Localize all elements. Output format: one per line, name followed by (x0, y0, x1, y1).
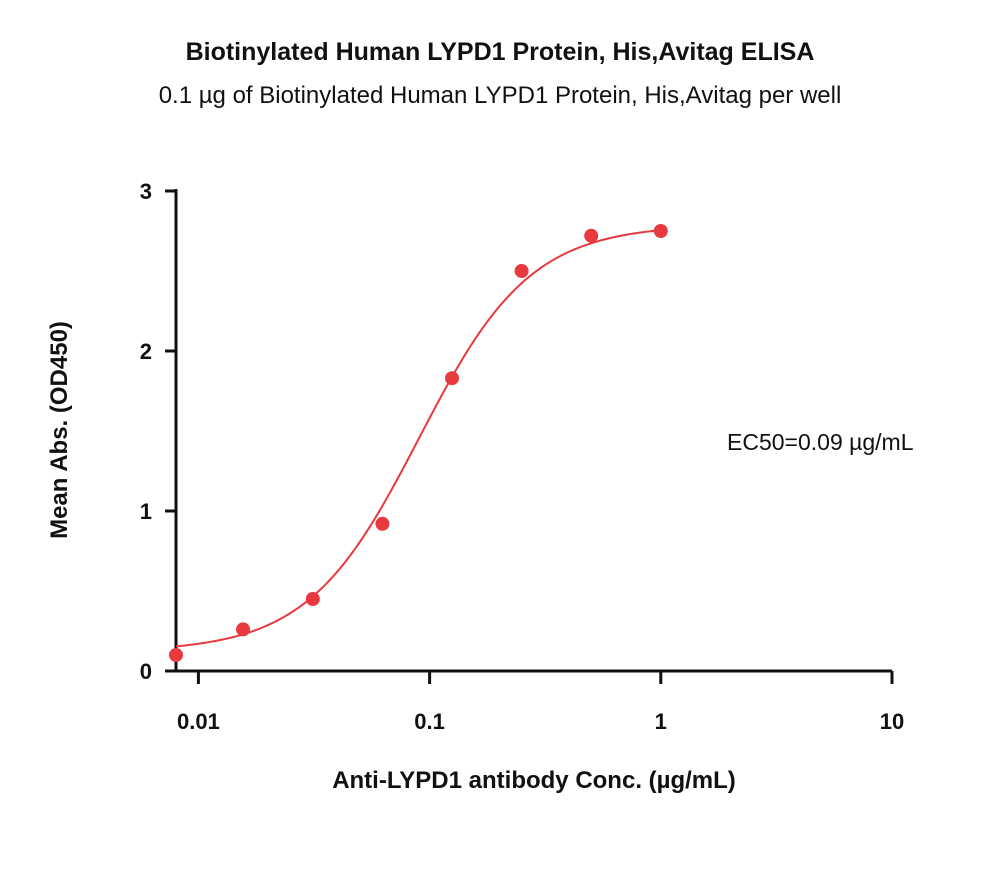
y-tick-label: 2 (140, 339, 152, 364)
axes (174, 189, 892, 673)
data-point (445, 371, 460, 386)
data-point (236, 622, 251, 637)
y-tick-label: 0 (140, 659, 152, 684)
ec50-annotation: EC50=0.09 µg/mL (727, 429, 914, 455)
data-point (375, 516, 390, 531)
data-point (584, 228, 599, 243)
x-tick-label: 0.01 (177, 709, 220, 734)
y-ticks: 0 1 2 3 (140, 179, 176, 684)
fit-curve (175, 229, 661, 648)
x-tick-label: 10 (880, 709, 904, 734)
data-point (169, 648, 183, 662)
x-ticks: 0.01 0.1 1 10 (177, 671, 904, 734)
x-axis-title: Anti-LYPD1 antibody Conc. (µg/mL) (332, 767, 736, 794)
data-point (514, 264, 529, 278)
y-axis-title: Mean Abs. (OD450) (46, 321, 73, 539)
y-tick-label: 3 (140, 179, 152, 204)
data-point (653, 224, 668, 238)
data-points (169, 224, 668, 662)
data-point (305, 592, 320, 606)
x-tick-label: 0.1 (414, 709, 445, 734)
chart-title: Biotinylated Human LYPD1 Protein, His,Av… (185, 38, 815, 66)
x-tick-label: 1 (655, 709, 667, 734)
chart-subtitle: 0.1 µg of Biotinylated Human LYPD1 Prote… (158, 82, 842, 109)
y-tick-label: 1 (140, 499, 152, 524)
